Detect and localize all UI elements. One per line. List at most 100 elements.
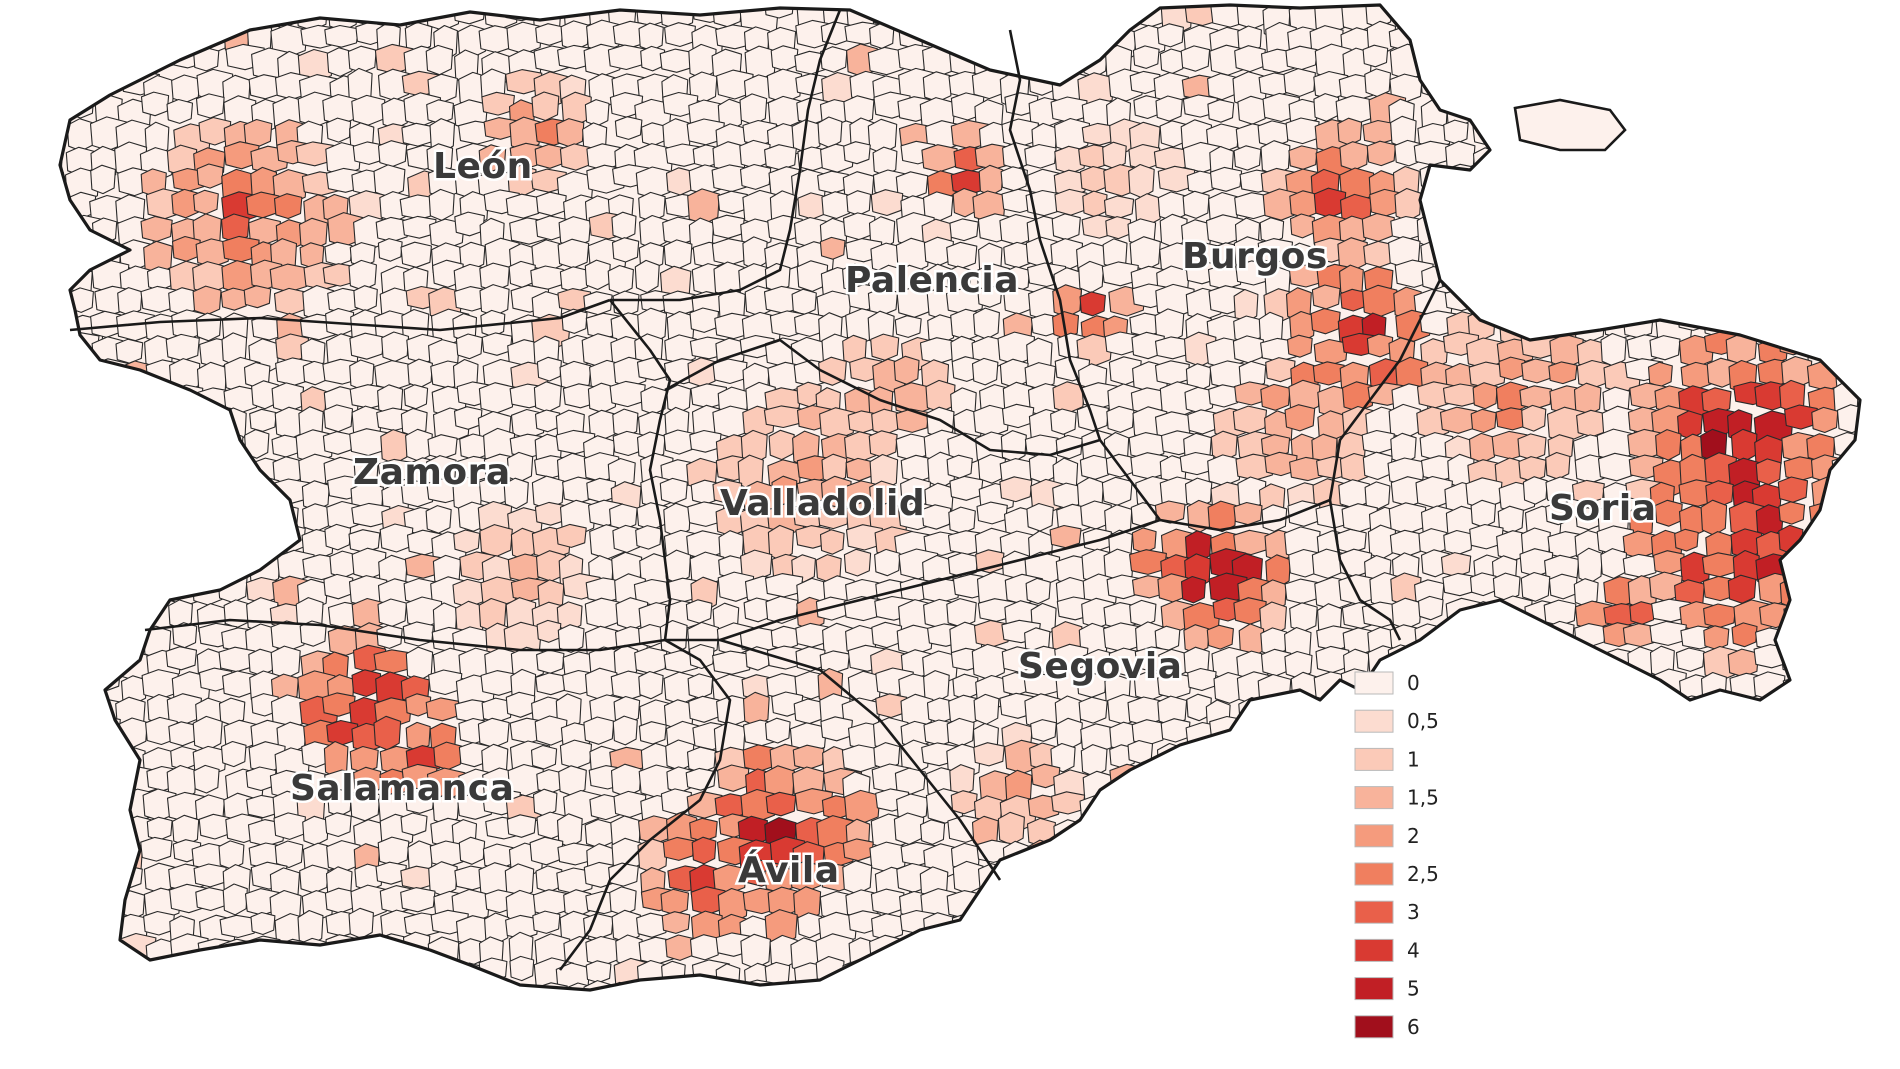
- municipality: [1127, 961, 1161, 990]
- province-label-soria: Soria: [1549, 488, 1657, 529]
- municipality: [765, 791, 797, 817]
- municipality: [763, 405, 803, 429]
- municipality: [1362, 44, 1389, 68]
- municipality: [508, 985, 535, 990]
- municipality: [1135, 986, 1175, 990]
- municipality: [920, 961, 956, 990]
- municipality: [1312, 361, 1345, 386]
- municipality: [611, 237, 640, 263]
- municipality: [1284, 982, 1321, 990]
- municipality: [639, 214, 669, 250]
- municipality: [349, 359, 375, 391]
- municipality: [1263, 867, 1301, 895]
- municipality: [1755, 739, 1795, 776]
- municipality: [1751, 5, 1779, 25]
- municipality: [1159, 794, 1197, 832]
- municipality: [1232, 335, 1264, 364]
- municipality: [585, 960, 612, 984]
- municipality: [1446, 5, 1483, 27]
- municipality: [1679, 745, 1719, 775]
- municipality: [1625, 260, 1657, 293]
- municipality: [612, 524, 642, 554]
- municipality: [1261, 504, 1288, 532]
- municipality: [894, 315, 922, 338]
- municipality: [140, 836, 173, 862]
- municipality: [1440, 552, 1472, 578]
- municipality: [584, 259, 611, 291]
- municipality: [1023, 5, 1059, 21]
- municipality: [1677, 767, 1705, 797]
- municipality: [1680, 956, 1711, 983]
- municipality: [1680, 91, 1715, 122]
- municipality: [687, 357, 718, 388]
- municipality: [712, 479, 743, 504]
- municipality: [1836, 404, 1860, 434]
- municipality: [1105, 887, 1146, 921]
- municipality: [60, 696, 73, 724]
- municipality: [949, 218, 979, 242]
- municipality: [1443, 698, 1481, 726]
- municipality: [1497, 979, 1523, 990]
- municipality: [61, 523, 95, 552]
- municipality: [607, 264, 634, 295]
- municipality: [273, 287, 308, 316]
- municipality: [1131, 527, 1157, 554]
- municipality: [1831, 259, 1860, 288]
- municipality: [971, 643, 1007, 681]
- municipality: [1806, 525, 1834, 552]
- municipality: [477, 717, 510, 749]
- municipality: [1701, 745, 1729, 770]
- municipality: [1782, 288, 1818, 322]
- municipality: [194, 428, 225, 457]
- municipality: [1187, 667, 1217, 692]
- municipality: [1681, 72, 1714, 109]
- municipality: [558, 216, 592, 248]
- municipality: [870, 888, 905, 915]
- municipality: [687, 673, 714, 699]
- municipality: [90, 26, 129, 62]
- municipality: [1810, 241, 1836, 266]
- municipality: [1803, 619, 1830, 652]
- municipality: [1808, 163, 1837, 197]
- municipality: [140, 91, 170, 117]
- municipality: [1057, 981, 1095, 990]
- municipality: [1389, 43, 1429, 81]
- municipality: [95, 843, 130, 876]
- municipality: [711, 214, 745, 239]
- municipality: [222, 883, 248, 916]
- municipality: [1027, 982, 1059, 990]
- municipality: [60, 790, 67, 817]
- municipality: [1805, 552, 1835, 590]
- municipality: [1285, 45, 1318, 71]
- municipality: [1622, 120, 1659, 155]
- municipality: [1444, 189, 1475, 226]
- municipality: [1312, 817, 1338, 853]
- municipality: [1624, 697, 1664, 731]
- municipality: [351, 94, 386, 126]
- municipality: [1575, 907, 1603, 933]
- municipality: [867, 980, 906, 990]
- municipality: [1313, 859, 1340, 887]
- municipality: [1652, 933, 1688, 970]
- municipality: [219, 5, 249, 27]
- municipality: [1283, 742, 1321, 770]
- municipality: [60, 384, 72, 421]
- municipality: [1183, 912, 1209, 945]
- municipality: [1706, 122, 1733, 151]
- municipality: [1546, 243, 1573, 271]
- municipality: [1730, 428, 1758, 463]
- municipality: [322, 431, 354, 455]
- municipality: [1811, 406, 1839, 434]
- municipality: [819, 236, 846, 260]
- municipality: [1310, 717, 1343, 741]
- municipality: [94, 623, 129, 659]
- municipality: [1079, 454, 1111, 480]
- municipality: [1570, 216, 1608, 243]
- municipality: [1805, 44, 1832, 78]
- municipality: [1309, 884, 1342, 919]
- municipality: [1361, 212, 1395, 242]
- municipality: [815, 955, 845, 989]
- municipality: [1624, 813, 1652, 838]
- municipality: [1784, 167, 1823, 201]
- municipality: [1492, 747, 1520, 783]
